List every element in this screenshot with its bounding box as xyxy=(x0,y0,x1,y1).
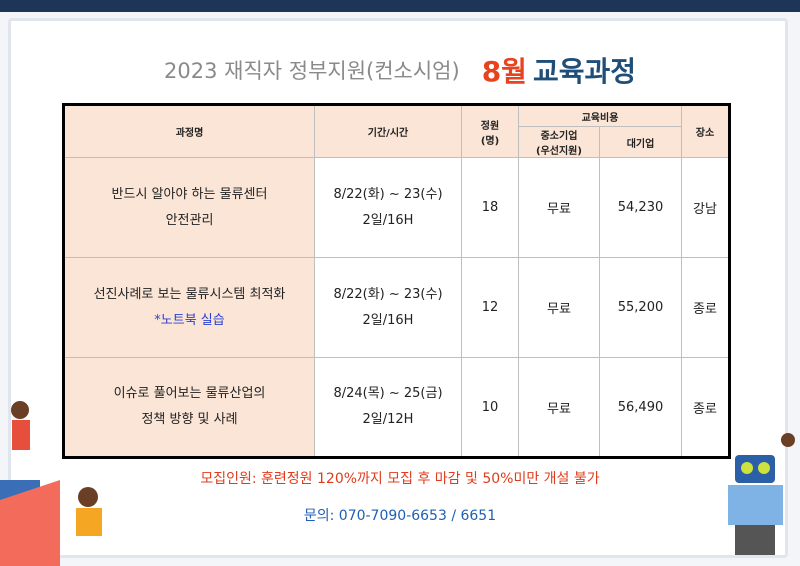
sme-cell: 무료 xyxy=(518,157,600,258)
duration: 2일/12H xyxy=(362,412,414,427)
notice: 모집인원: 훈련정원 120%까지 모집 후 마감 및 50%미만 개설 불가 xyxy=(200,471,600,487)
large-cell: 55,200 xyxy=(599,257,682,358)
header-line: (우선지원) xyxy=(536,146,582,157)
duration: 2일/16H xyxy=(362,312,414,328)
contact: 문의: 070-7090-6653 / 6651 xyxy=(303,508,497,524)
place-cell: 강남 xyxy=(681,157,730,258)
sme-cell: 무료 xyxy=(518,357,600,458)
header-line: 중소기업 xyxy=(540,131,578,142)
header-cell: 장소 xyxy=(681,104,730,158)
deco-robot xyxy=(741,462,753,474)
header-line: (명) xyxy=(480,135,500,147)
deco-person xyxy=(12,420,30,450)
course-line: 정책 방향 및 사례 xyxy=(141,412,238,427)
place-cell: 종로 xyxy=(681,257,730,358)
period-cell: 8/22(화) ~ 23(수) 2일/16H xyxy=(314,157,462,258)
title: 2023 재직자 정부지원(컨소시엄) 8월 교육과정 xyxy=(0,50,800,90)
header-row: 중소기업 (우선지원) 대기업 xyxy=(64,126,730,158)
deco-person xyxy=(78,487,98,507)
deco-robot xyxy=(735,455,775,483)
period-cell: 8/22(화) ~ 23(수) 2일/16H xyxy=(314,257,462,358)
header-line: 정원 xyxy=(480,120,500,132)
title-prefix: 2023 재직자 정부지원(컨소시엄) xyxy=(164,59,460,83)
capacity-cell: 10 xyxy=(461,357,519,458)
deco-person xyxy=(781,433,795,447)
large-cell: 56,490 xyxy=(599,357,682,458)
header-cell: 정원 (명) xyxy=(461,104,519,158)
deco-person xyxy=(76,508,102,536)
period: 8/22(화) ~ 23(수) xyxy=(333,186,443,202)
course-line: 선진사례로 보는 물류시스템 최적화 xyxy=(93,286,286,302)
header-cell: 중소기업 (우선지원) xyxy=(518,126,600,158)
deco-robot xyxy=(758,462,770,474)
table-row: 선진사례로 보는 물류시스템 최적화 *노트북 실습 8/22(화) ~ 23(수)… xyxy=(63,257,730,358)
course-note: *노트북 실습 xyxy=(154,312,225,328)
period: 8/22(화) ~ 23(수) xyxy=(333,286,443,302)
course-cell: 선진사례로 보는 물류시스템 최적화 *노트북 실습 xyxy=(63,257,315,358)
capacity-cell: 18 xyxy=(461,157,519,258)
title-month: 8월 xyxy=(481,55,527,88)
course-line: 이슈로 풀어보는 물류산업의 xyxy=(113,386,266,401)
deco-robot xyxy=(728,485,783,525)
sme-cell: 무료 xyxy=(518,257,600,358)
course-line: 안전관리 xyxy=(165,212,214,228)
header-cell: 과정명 xyxy=(63,104,315,158)
duration: 2일/16H xyxy=(362,212,414,228)
header-cell: 교육비용 xyxy=(518,104,682,127)
period-cell: 8/24(목) ~ 25(금) 2일/12H xyxy=(314,357,462,458)
header-cell: 기간/시간 xyxy=(314,104,462,158)
capacity-cell: 12 xyxy=(461,257,519,358)
large-cell: 54,230 xyxy=(599,157,682,258)
table-head: 과정명 기간/시간 정원 (명) 교육비용 장소 중소기업 (우선지원) 대기업 xyxy=(63,104,730,158)
top-band xyxy=(0,0,800,12)
course-table: 과정명 기간/시간 정원 (명) 교육비용 장소 중소기업 (우선지원) 대기업 반… xyxy=(62,103,731,459)
header-cell: 대기업 xyxy=(599,126,682,158)
deco-block xyxy=(0,480,60,566)
place-cell: 종로 xyxy=(681,357,730,458)
course-line: 반드시 알아야 하는 물류센터 xyxy=(111,186,268,202)
period: 8/24(목) ~ 25(금) xyxy=(333,386,443,401)
deco-person xyxy=(11,401,29,419)
deco-robot xyxy=(735,525,775,555)
title-suffix: 교육과정 xyxy=(532,55,636,88)
header-row: 과정명 기간/시간 정원 (명) 교육비용 장소 xyxy=(63,104,730,158)
